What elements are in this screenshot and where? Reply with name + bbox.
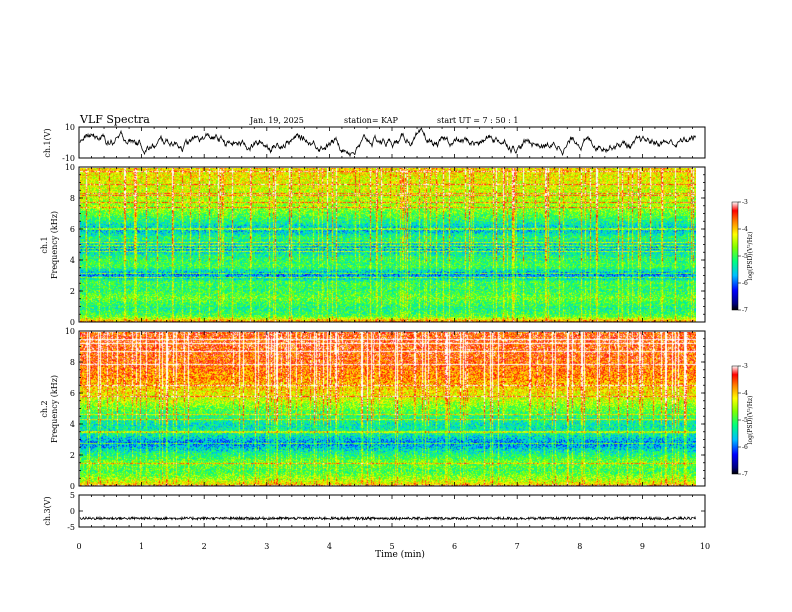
ch2-spec-y-tick-label: 10 xyxy=(65,327,75,336)
start-time-label: start UT = 7 : 50 : 1 xyxy=(437,116,519,125)
x-tick-label: 3 xyxy=(264,542,269,551)
ch3-waveform xyxy=(79,515,696,522)
ch1-spec-y-tick-label: 2 xyxy=(70,287,75,296)
ch1-spec-y-tick-label: 4 xyxy=(70,256,75,265)
ch1-waveform xyxy=(79,127,696,158)
colorbar-tick-label: -5 xyxy=(742,253,748,260)
x-tick-label: 0 xyxy=(76,542,81,551)
ch2-spec-ylabel: ch.2Frequency (kHz) xyxy=(40,375,59,443)
ch3-wave-ylabel: ch.3(V) xyxy=(43,496,52,525)
x-tick-label: 10 xyxy=(700,542,710,551)
ch2-spectrogram xyxy=(80,332,696,486)
ch1-spectrogram xyxy=(80,168,696,322)
ch1-waveform-frame xyxy=(78,126,706,159)
x-tick-label: 6 xyxy=(452,542,457,551)
ch3-waveform-frame xyxy=(78,494,706,528)
colorbar-tick-label: -3 xyxy=(742,363,748,370)
ch1-wave-y-tick-label: -10 xyxy=(62,154,75,163)
ch1-spec-ylabel: ch.1Frequency (kHz) xyxy=(40,211,59,279)
ch3-wave-y-tick-label: 5 xyxy=(70,491,75,500)
colorbar-tick-label: -7 xyxy=(742,307,748,314)
colorbar-ch1-label: log(PSD)(V²/Hz) xyxy=(747,232,754,281)
colorbar-tick-label: -7 xyxy=(742,471,748,478)
chart-title: VLF Spectra xyxy=(80,113,150,126)
colorbar-ch1 xyxy=(731,201,739,311)
spec1-image xyxy=(80,168,696,322)
spec2-image xyxy=(80,332,696,486)
x-tick-label: 8 xyxy=(577,542,582,551)
ch2-spec-y-tick-label: 6 xyxy=(70,389,75,398)
ch1-spec-y-tick-label: 0 xyxy=(70,318,75,327)
colorbar-tick-label: -4 xyxy=(742,390,748,397)
colorbar-ch2 xyxy=(731,365,739,475)
ch2-spec-y-tick-label: 4 xyxy=(70,420,75,429)
x-tick-label: 5 xyxy=(389,542,394,551)
x-tick-label: 4 xyxy=(327,542,332,551)
ch3-wave-y-tick-label: 0 xyxy=(70,507,75,516)
colorbar-tick-label: -3 xyxy=(742,199,748,206)
colorbar-tick-label: -6 xyxy=(742,280,748,287)
ch3-wave-y-tick-label: -5 xyxy=(67,523,75,532)
ch1-spec-y-tick-label: 6 xyxy=(70,225,75,234)
x-tick-label: 2 xyxy=(202,542,207,551)
colorbar-tick-label: -5 xyxy=(742,417,748,424)
x-tick-label: 9 xyxy=(640,542,645,551)
colorbar-tick-label: -4 xyxy=(742,226,748,233)
ch2-spec-y-tick-label: 2 xyxy=(70,451,75,460)
colorbar-ch2-label: log(PSD)(V²/Hz) xyxy=(747,396,754,445)
ch1-wave-y-tick-label: 10 xyxy=(65,123,75,132)
x-tick-label: 1 xyxy=(139,542,144,551)
station-label: station= KAP xyxy=(344,116,398,125)
date-label: Jan. 19, 2025 xyxy=(250,116,304,125)
x-tick-label: 7 xyxy=(515,542,520,551)
ch1-spec-y-tick-label: 8 xyxy=(70,194,75,203)
colorbar-tick-label: -6 xyxy=(742,444,748,451)
x-axis-label: Time (min) xyxy=(375,549,425,560)
ch2-spec-y-tick-label: 0 xyxy=(70,482,75,491)
ch2-spec-y-tick-label: 8 xyxy=(70,358,75,367)
ch1-wave-ylabel: ch.1(V) xyxy=(43,128,52,157)
ch1-spec-y-tick-label: 10 xyxy=(65,163,75,172)
